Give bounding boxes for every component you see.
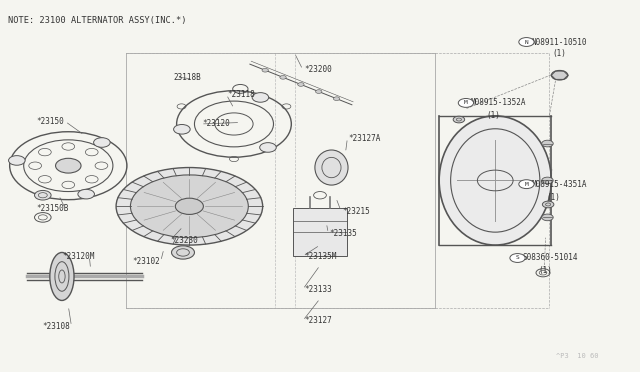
Text: *23127: *23127 <box>304 316 332 325</box>
Text: NOTE: 23100 ALTERNATOR ASSY(INC.*): NOTE: 23100 ALTERNATOR ASSY(INC.*) <box>8 16 186 25</box>
Text: (1): (1) <box>538 266 552 275</box>
Circle shape <box>541 177 553 184</box>
Text: *23150: *23150 <box>36 117 64 126</box>
Circle shape <box>333 97 340 100</box>
Circle shape <box>519 180 534 189</box>
Ellipse shape <box>439 116 551 245</box>
Circle shape <box>262 68 268 72</box>
Circle shape <box>93 138 110 147</box>
Text: *23102: *23102 <box>132 257 160 266</box>
Text: *23200: *23200 <box>304 65 332 74</box>
Circle shape <box>8 155 25 165</box>
Text: M: M <box>464 100 468 105</box>
Circle shape <box>175 198 204 214</box>
Text: M: M <box>525 182 529 187</box>
Text: *23150B: *23150B <box>36 203 69 213</box>
Ellipse shape <box>116 167 262 245</box>
Circle shape <box>35 190 51 200</box>
Ellipse shape <box>50 253 74 301</box>
Text: *23135: *23135 <box>330 229 357 238</box>
Ellipse shape <box>131 175 248 238</box>
Circle shape <box>519 38 534 46</box>
Circle shape <box>551 70 568 80</box>
Text: M08915-1352A: M08915-1352A <box>471 99 527 108</box>
Text: (1): (1) <box>552 49 566 58</box>
Ellipse shape <box>315 150 348 185</box>
Text: *23120: *23120 <box>202 119 230 128</box>
Bar <box>293 208 347 256</box>
Circle shape <box>458 99 474 108</box>
Text: *23108: *23108 <box>43 322 70 331</box>
Text: S: S <box>516 256 520 260</box>
Circle shape <box>173 125 190 134</box>
Text: S08360-51014: S08360-51014 <box>523 253 578 263</box>
Text: 23118B: 23118B <box>173 73 201 81</box>
Text: *23127A: *23127A <box>349 134 381 142</box>
Text: *23133: *23133 <box>304 285 332 294</box>
Circle shape <box>541 214 553 221</box>
Circle shape <box>542 201 554 208</box>
Circle shape <box>78 189 95 199</box>
Text: N: N <box>525 39 529 45</box>
Circle shape <box>316 90 322 93</box>
Text: (1): (1) <box>546 193 560 202</box>
Text: *23118: *23118 <box>228 90 255 99</box>
Circle shape <box>172 246 195 259</box>
Text: *23120M: *23120M <box>62 251 94 261</box>
Text: N08911-10510: N08911-10510 <box>532 38 587 46</box>
Circle shape <box>280 76 286 79</box>
Circle shape <box>260 142 276 152</box>
Circle shape <box>56 158 81 173</box>
Circle shape <box>510 254 525 262</box>
Circle shape <box>298 83 304 86</box>
Circle shape <box>252 93 269 102</box>
Text: (1): (1) <box>486 111 500 121</box>
Text: *23135M: *23135M <box>304 251 337 261</box>
Text: *23215: *23215 <box>342 206 370 216</box>
Text: M08915-4351A: M08915-4351A <box>532 180 587 189</box>
Circle shape <box>453 116 465 123</box>
Text: ^P3  10 60: ^P3 10 60 <box>556 353 598 359</box>
Text: *23230: *23230 <box>170 236 198 245</box>
Circle shape <box>541 140 553 147</box>
